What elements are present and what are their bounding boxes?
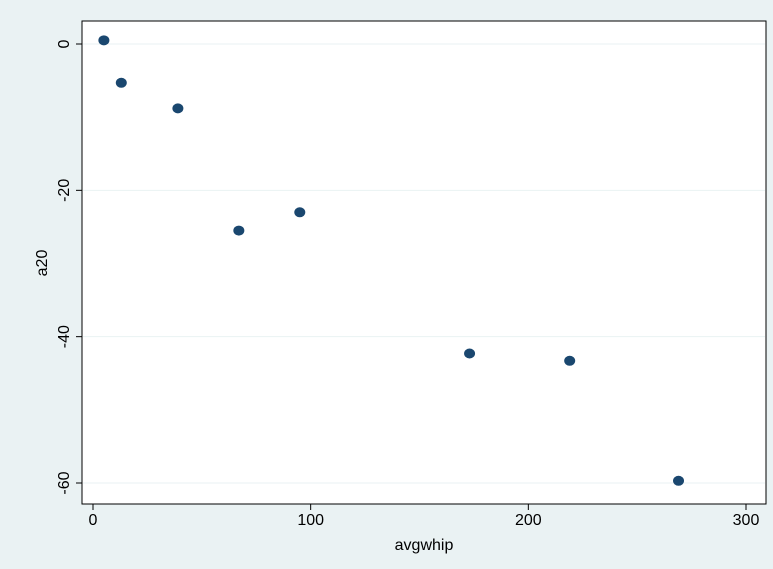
y-axis: 0 -20 -40 -60: [56, 39, 82, 495]
x-axis-title: avgwhip: [395, 537, 454, 554]
x-tick-label: 100: [297, 512, 324, 529]
y-tick-label: 0: [56, 39, 73, 48]
y-tick-label: -20: [56, 179, 73, 202]
data-point: [115, 77, 127, 88]
data-point: [564, 355, 576, 366]
plot-area: [81, 20, 767, 505]
x-axis: 0 100 200 300: [89, 504, 760, 529]
y-tick-label: -40: [56, 325, 73, 348]
x-tick-label: 200: [515, 512, 542, 529]
data-point: [294, 207, 306, 218]
y-axis-title: a20: [34, 250, 51, 277]
x-tick-label: 0: [89, 512, 98, 529]
data-point: [673, 475, 685, 486]
gridlines: [83, 43, 765, 484]
data-point: [233, 225, 245, 236]
y-tick-label: -60: [56, 471, 73, 494]
data-point: [172, 103, 184, 114]
data-point: [464, 348, 476, 359]
data-points: [98, 35, 685, 486]
x-tick-label: 300: [733, 512, 760, 529]
data-point: [98, 35, 110, 46]
